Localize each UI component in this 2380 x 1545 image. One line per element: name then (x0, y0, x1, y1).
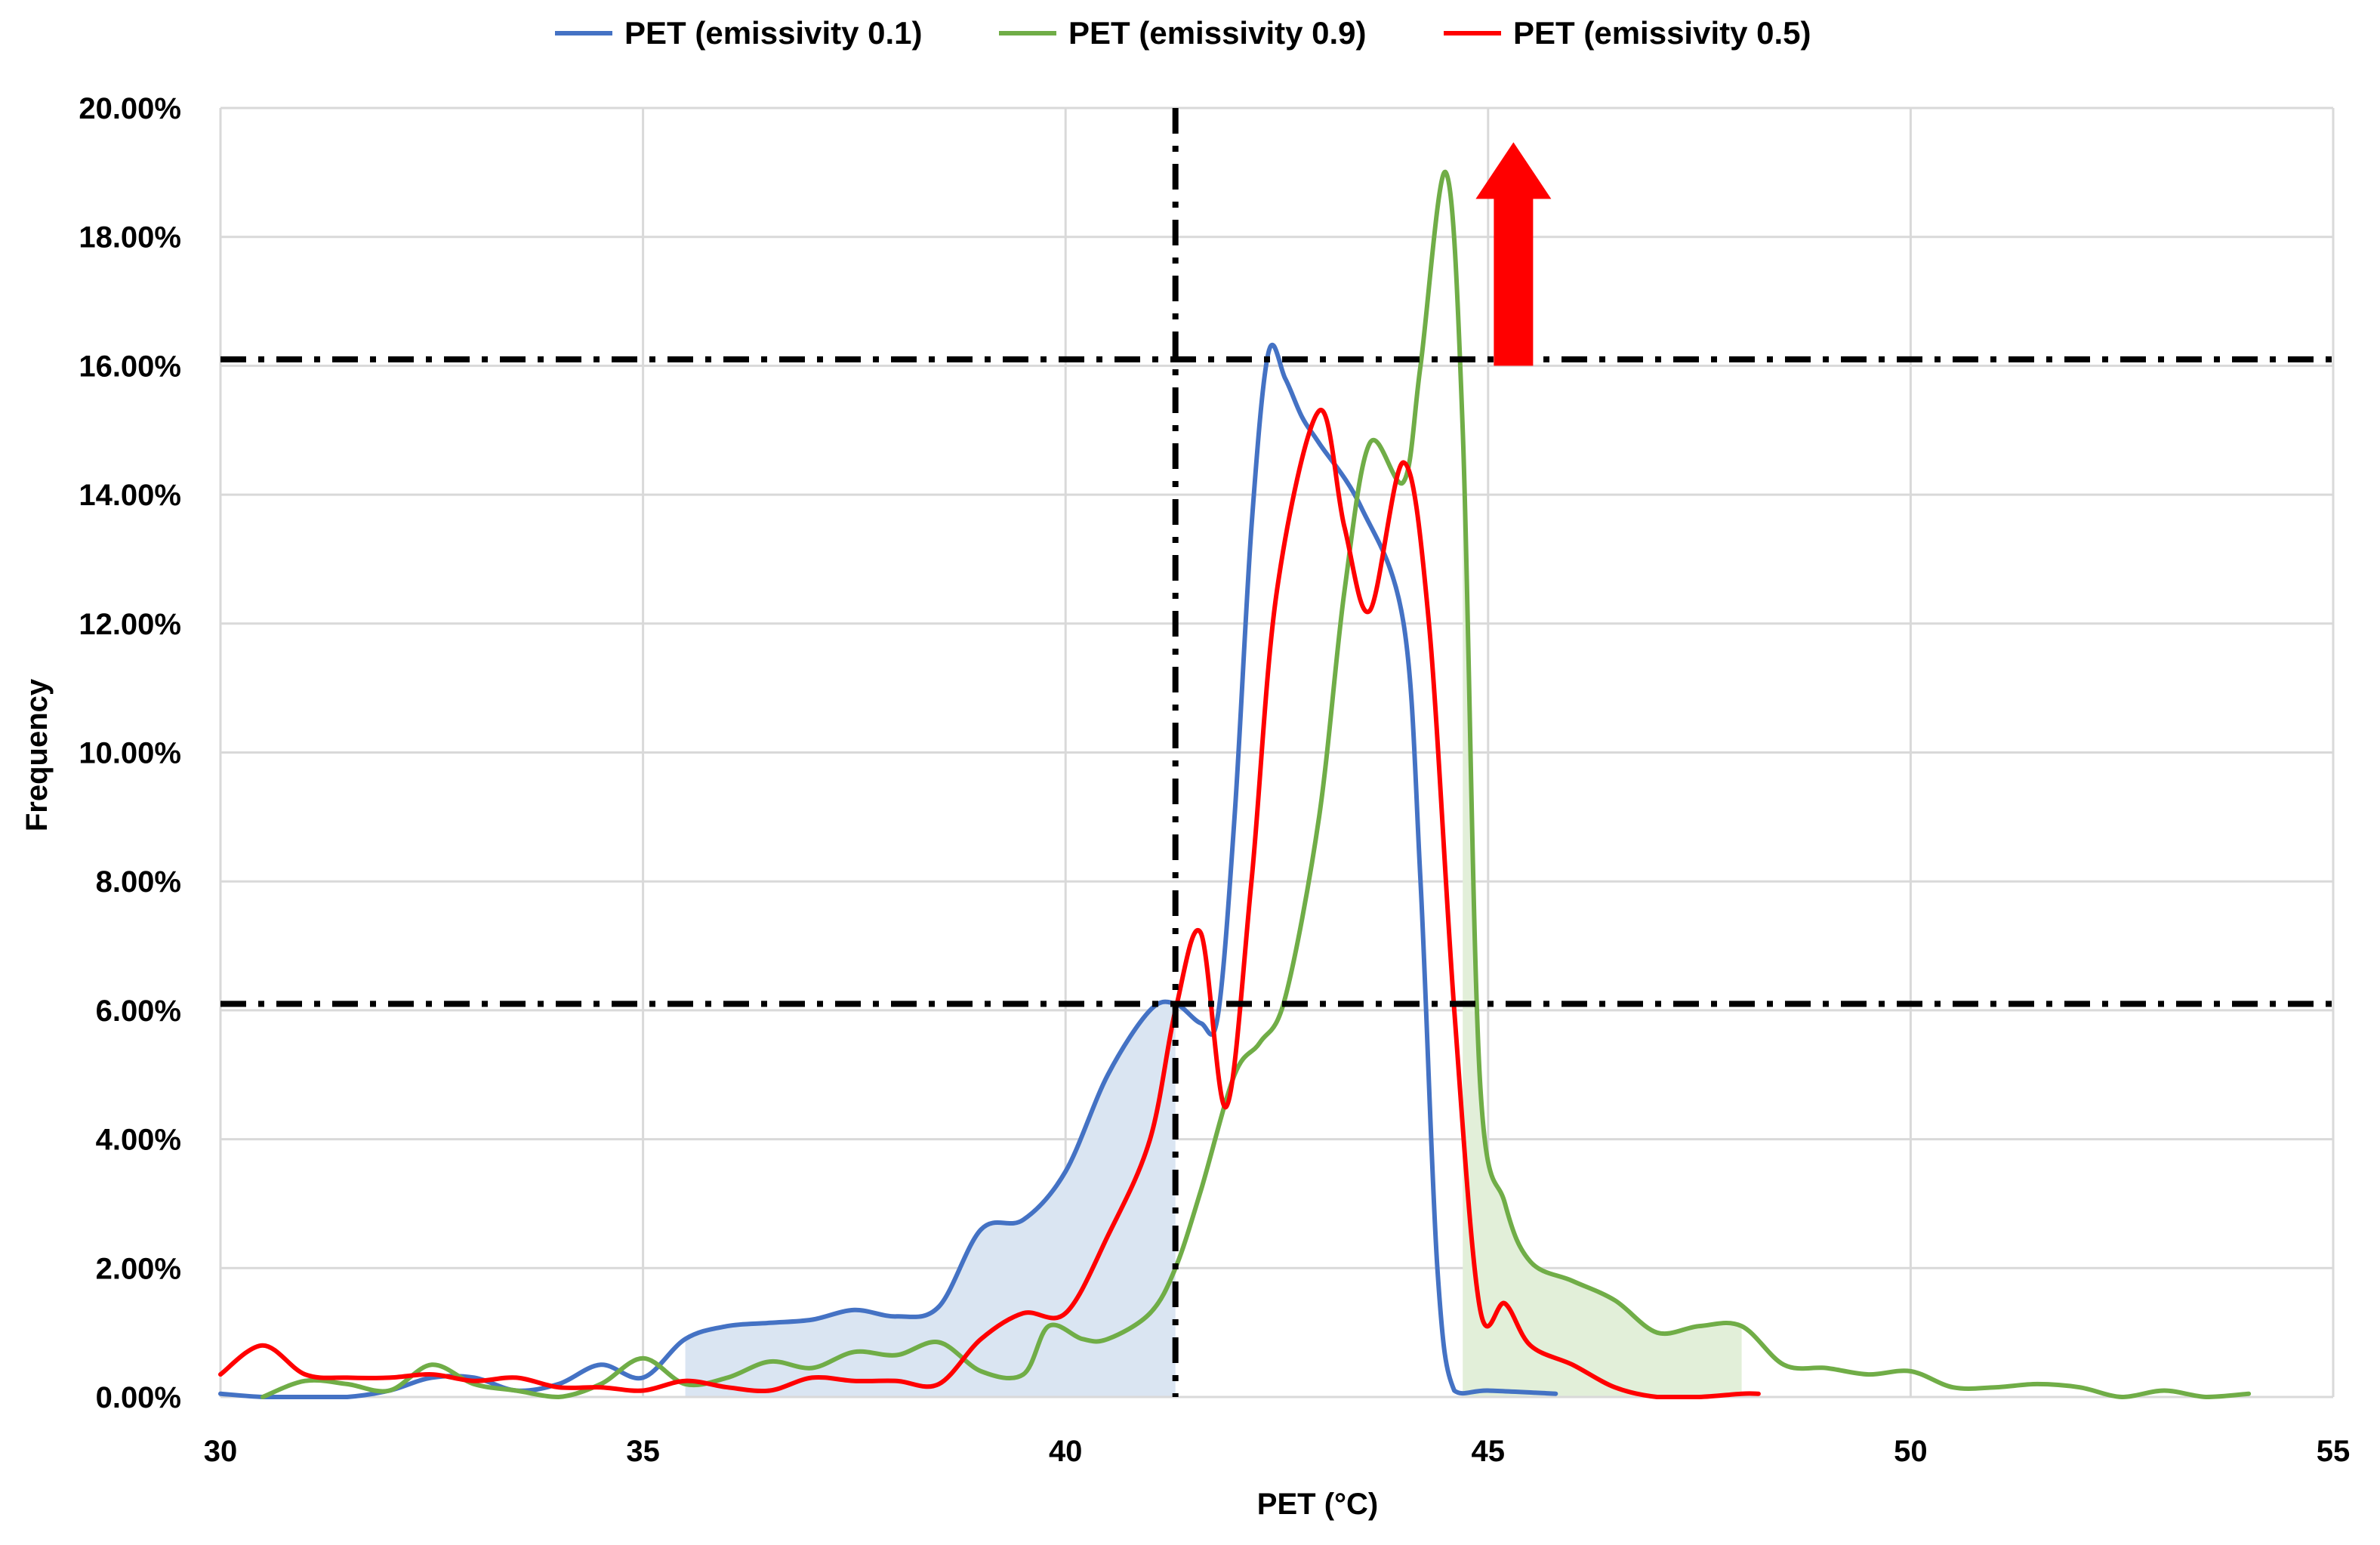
series-line (261, 170, 2252, 1399)
legend-label: PET (emissivity 0.9) (1068, 15, 1367, 51)
up-arrow (1475, 142, 1552, 366)
arrow-annotation (1475, 142, 1552, 366)
legend-label: PET (emissivity 0.1) (624, 15, 923, 51)
x-tick-label: 30 (204, 1435, 238, 1468)
series-line (218, 408, 1761, 1399)
area-fill (685, 1003, 1176, 1397)
y-tick-label: 12.00% (79, 608, 181, 641)
y-tick-label: 2.00% (96, 1252, 181, 1285)
grid (219, 106, 2335, 1399)
x-tick-label: 55 (2317, 1435, 2351, 1468)
y-tick-label: 10.00% (79, 737, 181, 770)
reference-lines (220, 108, 2333, 1397)
y-tick-label: 0.00% (96, 1381, 181, 1414)
x-tick-label: 45 (1472, 1435, 1506, 1468)
series-line (218, 343, 1558, 1399)
legend-label: PET (emissivity 0.5) (1513, 15, 1811, 51)
x-tick-label: 35 (626, 1435, 660, 1468)
y-tick-label: 20.00% (79, 92, 181, 125)
y-axis-title: Frequency (20, 678, 54, 831)
legend: PET (emissivity 0.1) PET (emissivity 0.9)… (555, 15, 1811, 51)
area-fill (1463, 430, 1742, 1397)
axes: 0.00% 2.00% 4.00% 6.00% 8.00% 10.00% 12.00% 14.… (79, 92, 2350, 1468)
y-tick-label: 16.00% (79, 350, 181, 383)
y-tick-label: 8.00% (96, 865, 181, 899)
y-tick-label: 18.00% (79, 221, 181, 254)
y-tick-label: 14.00% (79, 479, 181, 512)
y-tick-label: 6.00% (96, 995, 181, 1028)
x-tick-label: 50 (1894, 1435, 1928, 1468)
x-tick-label: 40 (1049, 1435, 1083, 1468)
area-fills (685, 430, 1742, 1397)
series-lines (218, 170, 2252, 1399)
y-tick-label: 4.00% (96, 1124, 181, 1157)
x-axis-title: PET (°C) (1257, 1488, 1378, 1521)
